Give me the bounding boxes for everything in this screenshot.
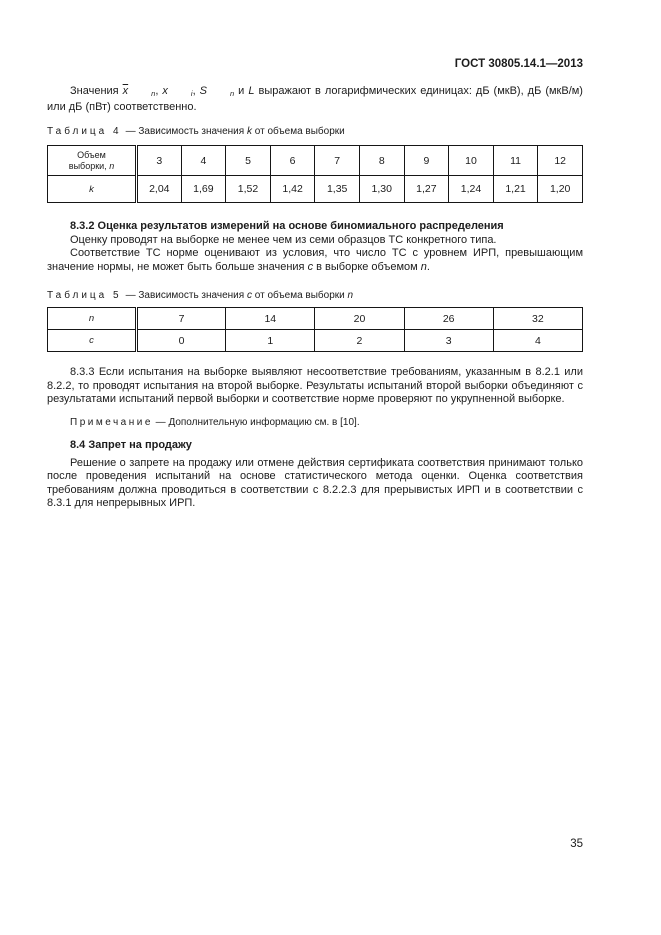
page-number: 35 [570,838,583,850]
table4-k-value: 2,04 [136,175,182,203]
table5-caption-text: — Зависимость значения c от объема выбор… [125,290,354,301]
table5-n-value: 20 [314,307,405,330]
section-832-paragraph-1: Оценку проводят на выборке не менее чем … [70,233,497,246]
table4-header-row: Объем выборки, n 3 4 5 6 7 8 9 10 11 12 [47,145,583,176]
table4-header-line1: Объем [77,150,106,160]
table5-n-value: 26 [403,307,494,330]
section-833-paragraph: 8.3.3 Если испытания на выборке выявляют… [47,366,583,405]
table4-k-value: 1,27 [403,175,450,203]
table5-n-row: n 7 14 20 26 32 [47,307,584,330]
table4-header-line2: выборки, n [68,160,115,171]
table4-col-n: 5 [225,145,271,176]
table5-caption: Таблица 5— Зависимость значения c от объ… [47,290,583,302]
table5-c-value: 1 [225,329,316,352]
table4-caption-label: Таблица 4 [47,126,122,137]
table4-col-n: 6 [269,145,316,176]
section-832-heading: 8.3.2 Оценка результатов измерений на ос… [70,220,504,232]
table4-k-value: 1,30 [358,175,405,203]
table-5: n 7 14 20 26 32 c 0 1 2 3 4 [47,307,584,352]
table5-c-value: 4 [492,329,584,352]
table4-col-n: 7 [314,145,360,176]
table5-c-value: 2 [314,329,405,352]
table4-k-value: 1,20 [537,175,583,203]
section-84-heading: 8.4 Запрет на продажу [70,439,192,451]
table5-n-value: 32 [492,307,584,330]
table4-col-n: 12 [537,145,583,176]
table4-k-value: 1,24 [448,175,494,203]
section-84-paragraph: Решение о запрете на продажу или отмене … [47,456,583,510]
table4-caption: Таблица 4— Зависимость значения k от объ… [47,126,583,138]
table4-k-value: 1,21 [492,175,539,203]
doc-number-header: ГОСТ 30805.14.1—2013 [454,58,583,70]
table4-k-value: 1,52 [225,175,271,203]
table4-k-value: 1,42 [269,175,316,203]
table5-c-label: c [47,329,138,352]
table5-c-value: 0 [135,329,227,352]
table5-c-row: c 0 1 2 3 4 [47,329,584,352]
table4-k-label: k [47,175,138,203]
table5-c-value: 3 [403,329,494,352]
table4-col-n: 3 [136,145,182,176]
table4-col-n: 9 [403,145,450,176]
table4-header-cell: Объем выборки, n [47,145,138,176]
note-paragraph: Примечание — Дополнительную информацию с… [47,417,583,430]
section-832-paragraph-2: Соответствие ТС норме оценивают из услов… [47,247,583,273]
table5-n-value: 14 [225,307,316,330]
table5-caption-label: Таблица 5 [47,290,122,301]
table4-k-row: k 2,04 1,69 1,52 1,42 1,35 1,30 1,27 1,2… [47,175,583,203]
table4-caption-text: — Зависимость значения k от объема выбор… [125,126,345,137]
table4-col-n: 10 [448,145,494,176]
table-4: Объем выборки, n 3 4 5 6 7 8 9 10 11 12 … [47,145,583,203]
table4-col-n: 4 [180,145,227,176]
table4-col-n: 11 [492,145,539,176]
table4-col-n: 8 [358,145,405,176]
table5-n-label: n [47,307,138,330]
table5-n-value: 7 [135,307,227,330]
table4-k-value: 1,69 [180,175,227,203]
table4-k-value: 1,35 [314,175,360,203]
note-text: — Дополнительную информацию см. в [10]. [152,416,360,428]
note-label: Примечание [70,416,153,428]
